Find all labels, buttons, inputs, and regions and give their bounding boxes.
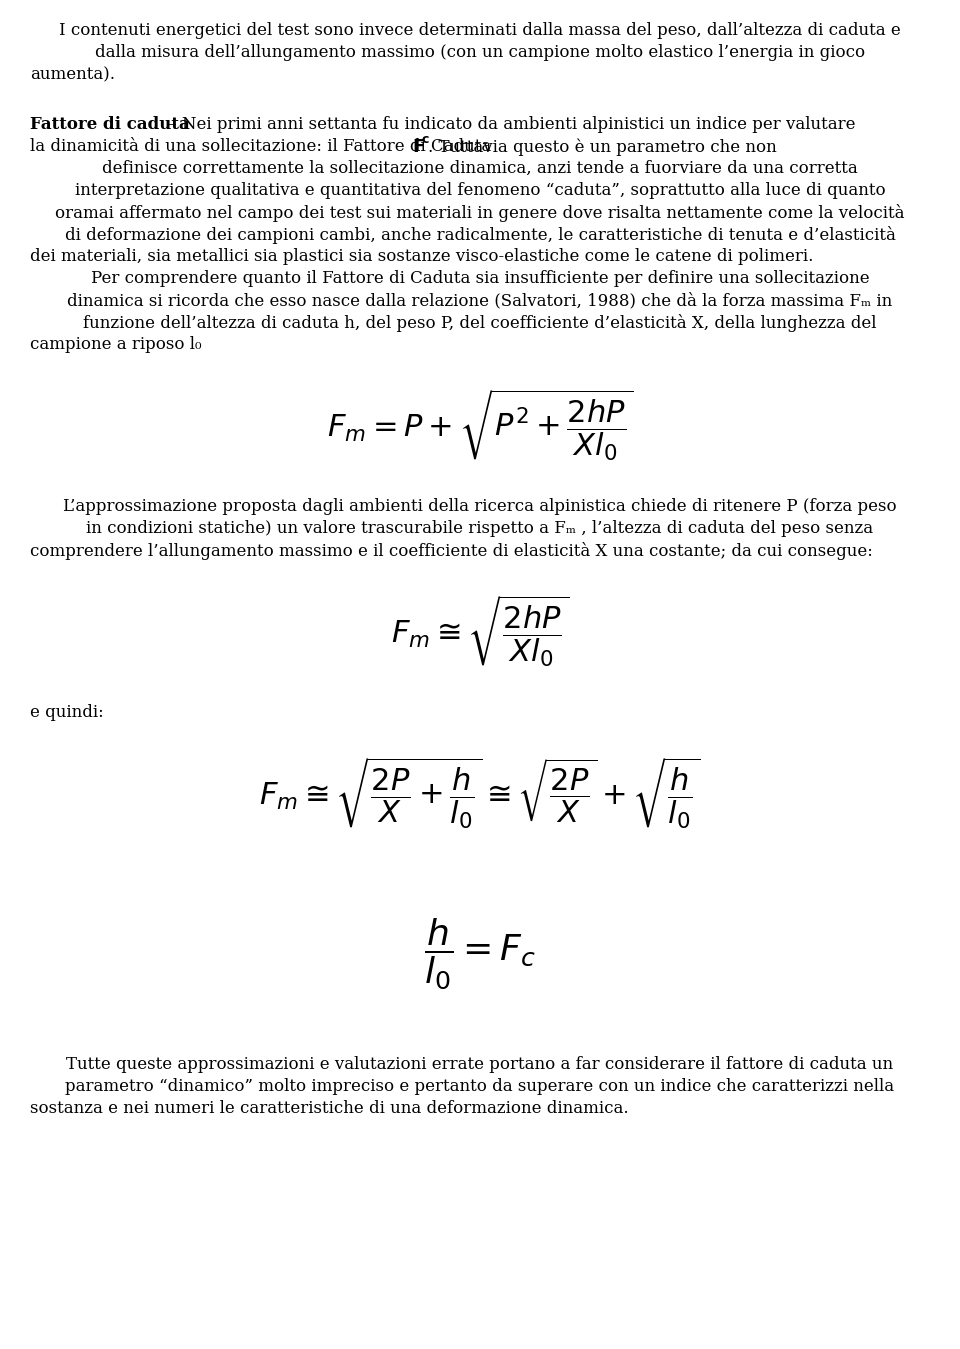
Text: Fattore di caduta: Fattore di caduta: [30, 116, 190, 134]
Text: di deformazione dei campioni cambi, anche radicalmente, le caratteristiche di te: di deformazione dei campioni cambi, anch…: [64, 227, 896, 244]
Text: $\mathbf{F}$: $\mathbf{F}$: [412, 138, 424, 156]
Text: $F_m \cong \sqrt{\dfrac{2hP}{Xl_0}}$: $F_m \cong \sqrt{\dfrac{2hP}{Xl_0}}$: [391, 594, 569, 669]
Text: – Nei primi anni settanta fu indicato da ambienti alpinistici un indice per valu: – Nei primi anni settanta fu indicato da…: [162, 116, 855, 134]
Text: interpretazione qualitativa e quantitativa del fenomeno “caduta”, soprattutto al: interpretazione qualitativa e quantitati…: [75, 182, 885, 200]
Text: . Tuttavia questo è un parametro che non: . Tuttavia questo è un parametro che non: [427, 138, 777, 155]
Text: $\dfrac{h}{l_0} = F_c$: $\dfrac{h}{l_0} = F_c$: [424, 916, 536, 990]
Text: $F_m \cong \sqrt{\dfrac{2P}{X} + \dfrac{h}{l_0}} \cong \sqrt{\dfrac{2P}{X}} + \s: $F_m \cong \sqrt{\dfrac{2P}{X} + \dfrac{…: [259, 755, 701, 831]
Text: $\mathbf{c}$: $\mathbf{c}$: [420, 134, 429, 146]
Text: funzione dell’altezza di caduta h, del peso P, del coefficiente d’elasticità X, : funzione dell’altezza di caduta h, del p…: [84, 314, 876, 332]
Text: dalla misura dell’allungamento massimo (con un campione molto elastico l’energia: dalla misura dell’allungamento massimo (…: [95, 45, 865, 61]
Text: oramai affermato nel campo dei test sui materiali in genere dove risalta nettame: oramai affermato nel campo dei test sui …: [56, 204, 904, 223]
Text: e quindi:: e quindi:: [30, 704, 104, 720]
Text: parametro “dinamico” molto impreciso e pertanto da superare con un indice che ca: parametro “dinamico” molto impreciso e p…: [65, 1078, 895, 1095]
Text: comprendere l’allungamento massimo e il coefficiente di elasticità X una costant: comprendere l’allungamento massimo e il …: [30, 542, 873, 560]
Text: aumenta).: aumenta).: [30, 66, 115, 84]
Text: in condizioni statiche) un valore trascurabile rispetto a Fₘ , l’altezza di cadu: in condizioni statiche) un valore trascu…: [86, 519, 874, 537]
Text: L’approssimazione proposta dagli ambienti della ricerca alpinistica chiede di ri: L’approssimazione proposta dagli ambient…: [63, 498, 897, 515]
Text: I contenuti energetici del test sono invece determinati dalla massa del peso, da: I contenuti energetici del test sono inv…: [60, 22, 900, 39]
Text: dei materiali, sia metallici sia plastici sia sostanze visco-elastiche come le c: dei materiali, sia metallici sia plastic…: [30, 248, 813, 264]
Text: la dinamicità di una sollecitazione: il Fattore di Caduta: la dinamicità di una sollecitazione: il …: [30, 138, 496, 155]
Text: sostanza e nei numeri le caratteristiche di una deformazione dinamica.: sostanza e nei numeri le caratteristiche…: [30, 1099, 629, 1117]
Text: campione a riposo l₀: campione a riposo l₀: [30, 336, 202, 353]
Text: $F_m = P + \sqrt{P^2 + \dfrac{2hP}{Xl_0}}$: $F_m = P + \sqrt{P^2 + \dfrac{2hP}{Xl_0}…: [326, 389, 634, 463]
Text: Tutte queste approssimazioni e valutazioni errate portano a far considerare il f: Tutte queste approssimazioni e valutazio…: [66, 1056, 894, 1072]
Text: Per comprendere quanto il Fattore di Caduta sia insufficiente per definire una s: Per comprendere quanto il Fattore di Cad…: [90, 270, 870, 287]
Text: definisce correttamente la sollecitazione dinamica, anzi tende a fuorviare da un: definisce correttamente la sollecitazion…: [102, 161, 858, 177]
Text: dinamica si ricorda che esso nasce dalla relazione (Salvatori, 1988) che dà la f: dinamica si ricorda che esso nasce dalla…: [67, 291, 893, 309]
